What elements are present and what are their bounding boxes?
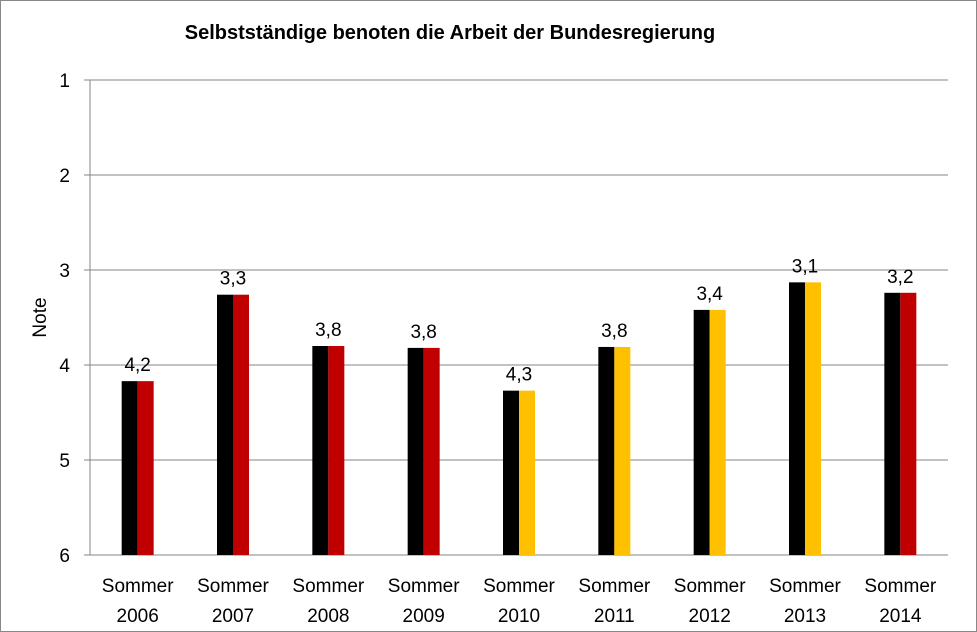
category-label-line2-0: 2006 <box>117 606 159 627</box>
bar-right-6 <box>709 309 726 555</box>
bar-right-2 <box>328 346 345 555</box>
chart-title: Selbstständige benoten die Arbeit der Bu… <box>184 22 716 44</box>
bar-left-4 <box>503 390 519 555</box>
data-label-5: 3,8 <box>601 321 627 342</box>
data-label-8: 3,2 <box>887 267 913 288</box>
y-tick-label-5: 5 <box>59 451 70 472</box>
category-label-line1-7: Sommer <box>769 576 841 597</box>
data-label-6: 3,4 <box>696 284 723 305</box>
y-tick-label-2: 2 <box>59 166 70 187</box>
y-axis-title: Note <box>30 297 51 337</box>
category-label-line1-8: Sommer <box>864 576 936 597</box>
bar-right-1 <box>233 294 249 555</box>
data-label-1: 3,3 <box>220 269 246 290</box>
bar-right-0 <box>137 381 154 555</box>
data-label-3: 3,8 <box>410 322 436 343</box>
category-label-line1-0: Sommer <box>102 576 174 597</box>
category-label-line1-4: Sommer <box>483 576 555 597</box>
category-label-line1-5: Sommer <box>578 576 650 597</box>
category-label-line1-6: Sommer <box>674 576 746 597</box>
category-label-line1-2: Sommer <box>292 576 364 597</box>
bar-right-5 <box>614 346 631 555</box>
category-label-line2-7: 2013 <box>784 606 826 627</box>
category-label-line1-1: Sommer <box>197 576 269 597</box>
bar-right-8 <box>900 292 917 555</box>
bar-right-7 <box>805 282 821 555</box>
bar-left-6 <box>693 309 710 555</box>
y-tick-label-4: 4 <box>59 356 70 377</box>
bar-right-4 <box>519 390 535 555</box>
category-label-line2-3: 2009 <box>403 606 445 627</box>
category-label-line2-4: 2010 <box>498 606 540 627</box>
category-label-line2-5: 2011 <box>594 606 635 627</box>
bar-left-1 <box>217 294 233 555</box>
category-label-line2-6: 2012 <box>689 606 731 627</box>
y-tick-label-3: 3 <box>59 261 70 282</box>
data-label-2: 3,8 <box>315 320 341 341</box>
data-label-4: 4,3 <box>506 365 532 386</box>
bar-left-0 <box>121 381 138 555</box>
category-label-line1-3: Sommer <box>388 576 460 597</box>
data-label-0: 4,2 <box>124 355 150 376</box>
category-label-line2-2: 2008 <box>307 606 349 627</box>
y-tick-label-6: 6 <box>59 546 70 567</box>
data-label-7: 3,1 <box>792 256 818 277</box>
bar-left-2 <box>312 346 329 555</box>
bar-left-8 <box>884 292 901 555</box>
bar-left-3 <box>407 347 424 555</box>
y-tick-label-1: 1 <box>59 71 70 92</box>
bar-left-7 <box>789 282 805 555</box>
bar-right-3 <box>423 347 440 555</box>
category-label-line2-1: 2007 <box>212 606 254 627</box>
bar-left-5 <box>598 346 615 555</box>
category-label-line2-8: 2014 <box>879 606 922 627</box>
